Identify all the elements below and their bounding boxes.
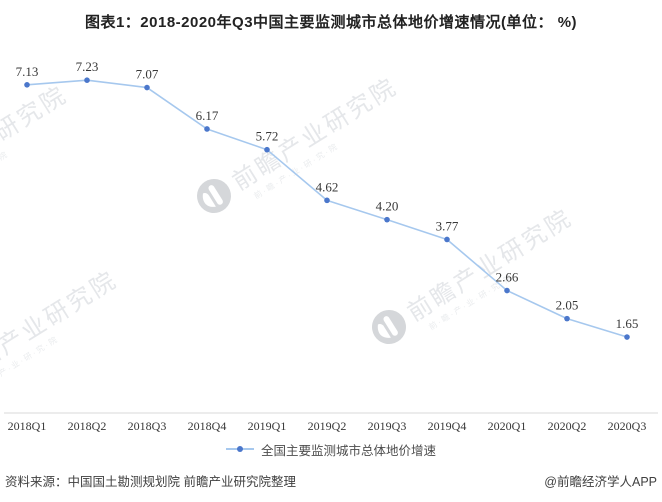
svg-text:前瞻产业研究院: 前瞻产业研究院 [403,204,578,327]
legend: 全国主要监测城市总体地价增速 [0,440,662,458]
data-point-label: 6.17 [196,108,219,123]
x-tick-label: 2019Q2 [308,419,347,433]
data-point [24,81,30,88]
data-point [144,84,150,91]
svg-text:前·瞻·产·业·研·究·院: 前·瞻·产·业·研·究·院 [0,148,10,208]
data-point [444,236,450,243]
x-tick-label: 2018Q1 [8,419,47,433]
data-point [84,77,90,83]
data-point [564,315,570,322]
data-point [264,146,270,153]
source-note: 资料来源：中国国土勘测规划院 前瞻产业研究院整理 [5,475,296,489]
legend-line-marker [225,445,254,453]
x-tick-label: 2018Q4 [188,419,227,433]
data-point-label: 1.65 [616,316,639,331]
x-tick-label: 2018Q2 [68,419,107,433]
data-point-label: 7.23 [76,59,99,74]
data-point [384,216,390,223]
x-tick-label: 2018Q3 [128,419,167,433]
data-point-label: 2.05 [556,298,579,313]
chart-title: 图表1：2018-2020年Q3中国主要监测城市总体地价增速情况(单位： %) [84,14,578,31]
x-tick-label: 2020Q3 [608,419,647,433]
svg-text:前瞻产业研究院: 前瞻产业研究院 [0,81,73,204]
data-point-label: 5.72 [256,129,279,144]
x-tick-label: 2020Q1 [488,419,527,433]
data-point [504,287,510,294]
data-point-label: 2.66 [496,270,519,285]
data-point-label: 7.13 [16,64,39,79]
svg-text:前瞻产业研究院: 前瞻产业研究院 [228,73,403,196]
data-point [324,197,330,204]
data-point [624,334,630,340]
credit-note: @前瞻经济学人APP [544,475,657,489]
footer: 资料来源：中国国土勘测规划院 前瞻产业研究院整理 @前瞻经济学人APP [0,471,662,490]
data-point-label: 7.07 [136,67,159,82]
data-point-label: 3.77 [436,218,459,233]
x-tick-label: 2019Q4 [428,419,467,433]
legend-dot-icon [236,446,243,452]
x-tick-label: 2020Q2 [548,419,587,433]
x-tick-label: 2019Q1 [248,419,287,433]
data-point-label: 4.20 [376,199,399,214]
data-point-label: 4.62 [316,179,339,194]
x-tick-label: 2019Q3 [368,419,407,433]
svg-text:前瞻产业研究院: 前瞻产业研究院 [0,266,123,389]
legend-label: 全国主要监测城市总体地价增速 [260,443,436,458]
data-point [204,126,210,132]
